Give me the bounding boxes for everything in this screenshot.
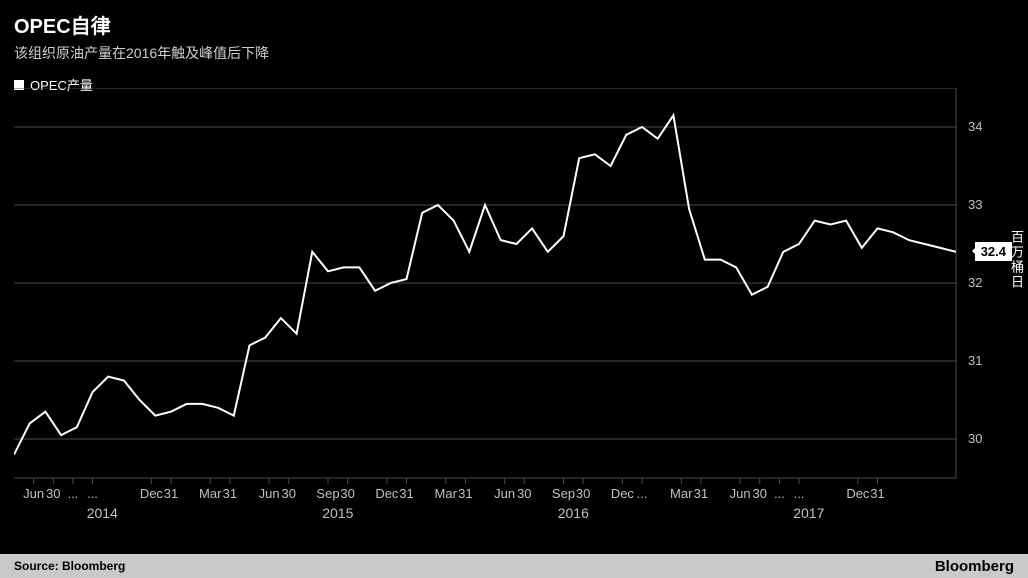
svg-text:2014: 2014 [87,505,118,521]
svg-text:...: ... [67,486,78,501]
source-label: Source: Bloomberg [14,559,125,573]
svg-text:Jun: Jun [730,486,751,501]
svg-text:31: 31 [694,486,708,501]
svg-text:30: 30 [517,486,531,501]
svg-text:Dec: Dec [140,486,164,501]
footer: Source: Bloomberg Bloomberg [0,554,1028,578]
svg-text:...: ... [794,486,805,501]
svg-text:31: 31 [399,486,413,501]
svg-text:32: 32 [968,275,982,290]
svg-text:Mar: Mar [670,486,693,501]
svg-text:Dec: Dec [611,486,635,501]
svg-text:30: 30 [340,486,354,501]
svg-text:30: 30 [753,486,767,501]
svg-text:Mar: Mar [199,486,222,501]
svg-text:2016: 2016 [558,505,589,521]
svg-text:Dec: Dec [375,486,399,501]
svg-text:Sep: Sep [552,486,575,501]
line-chart: 3031323334Jun30......Dec31Mar31Jun30Sep3… [14,88,1014,530]
svg-text:Jun: Jun [259,486,280,501]
brand-label: Bloomberg [935,558,1014,575]
last-value-label: 32.4 [975,242,1012,261]
svg-text:34: 34 [968,119,982,134]
svg-text:31: 31 [968,353,982,368]
svg-text:2015: 2015 [322,505,353,521]
svg-text:30: 30 [968,431,982,446]
svg-text:30: 30 [576,486,590,501]
svg-text:30: 30 [282,486,296,501]
svg-text:Jun: Jun [494,486,515,501]
svg-text:33: 33 [968,197,982,212]
svg-text:31: 31 [164,486,178,501]
svg-text:...: ... [637,486,648,501]
svg-text:31: 31 [223,486,237,501]
svg-text:Sep: Sep [316,486,339,501]
svg-text:Mar: Mar [435,486,458,501]
svg-text:2017: 2017 [793,505,824,521]
chart-title: OPEC自律 [14,10,1014,39]
svg-text:Dec: Dec [846,486,870,501]
svg-text:31: 31 [870,486,884,501]
svg-text:...: ... [774,486,785,501]
chart-subtitle: 该组织原油产量在2016年触及峰值后下降 [14,43,1014,63]
svg-text:Jun: Jun [23,486,44,501]
svg-text:31: 31 [458,486,472,501]
svg-text:...: ... [87,486,98,501]
svg-text:30: 30 [46,486,60,501]
chart-area: 3031323334Jun30......Dec31Mar31Jun30Sep3… [14,88,1014,530]
